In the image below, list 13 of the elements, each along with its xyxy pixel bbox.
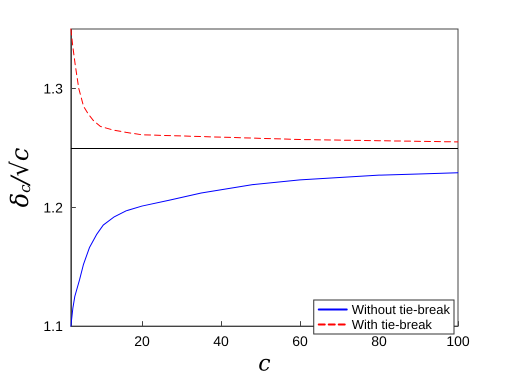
y-tick-label: 1.2	[43, 199, 64, 216]
legend-label: Without tie-break	[352, 302, 450, 317]
y-axis-title: δc/√c	[6, 148, 34, 208]
x-tick-label: 80	[371, 333, 387, 350]
legend-label: With tie-break	[352, 317, 432, 332]
x-tick-label: 100	[446, 333, 470, 350]
x-tick-label: 20	[134, 333, 150, 350]
x-tick-label: 60	[292, 333, 308, 350]
x-tick-label: 40	[213, 333, 229, 350]
x-axis-title: c	[258, 352, 271, 376]
y-tick-label: 1.1	[43, 318, 64, 334]
y-tick-label: 1.3	[43, 80, 64, 96]
line-series	[70, 28, 458, 142]
